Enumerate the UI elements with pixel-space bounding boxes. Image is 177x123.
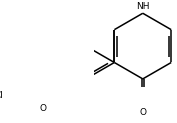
Text: NH: NH	[136, 2, 150, 11]
Text: O: O	[139, 108, 146, 117]
Text: O: O	[40, 104, 47, 113]
Text: Cl: Cl	[0, 91, 4, 100]
